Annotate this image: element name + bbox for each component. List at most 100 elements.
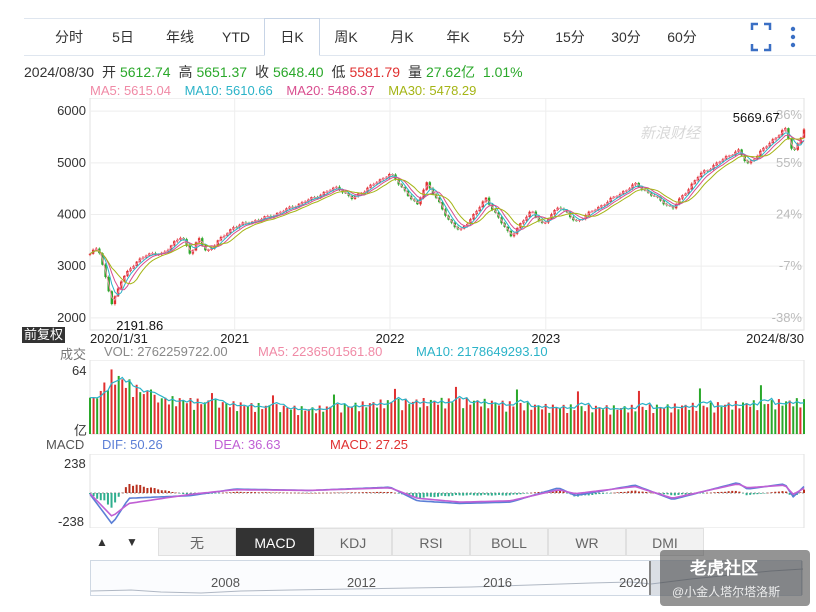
- volume-bar: [386, 400, 389, 434]
- volume-bar: [555, 407, 558, 434]
- macd-histogram-bar: [279, 492, 282, 493]
- macd-histogram-bar: [781, 491, 784, 493]
- indicator-none-button[interactable]: 无: [158, 528, 236, 556]
- tab-60min[interactable]: 60分: [667, 29, 697, 45]
- volume-unit: 亿: [74, 423, 88, 438]
- macd-histogram-bar: [221, 492, 224, 494]
- tab-30min[interactable]: 30分: [611, 29, 641, 45]
- volume-bar: [153, 394, 156, 434]
- macd-histogram-bar: [670, 493, 673, 496]
- tab-year-line[interactable]: 年线: [166, 29, 194, 45]
- volume-bar: [691, 402, 694, 434]
- macd-histogram-bar: [429, 493, 432, 497]
- macd-histogram-bar: [257, 492, 260, 493]
- macd-histogram-bar: [472, 493, 475, 496]
- macd-histogram-bar: [332, 492, 335, 494]
- scroll-down-arrow-icon[interactable]: ▼: [126, 535, 138, 549]
- volume-bar: [616, 409, 619, 434]
- watermark-author: @小金人塔尔塔洛斯: [672, 585, 781, 599]
- indicator-wr-button[interactable]: WR: [548, 528, 626, 556]
- volume-bar: [322, 411, 325, 434]
- macd-histogram-bar: [663, 493, 666, 495]
- macd-histogram-bar: [433, 493, 436, 498]
- volume-bar: [742, 402, 745, 434]
- info-open-label: 开: [101, 64, 116, 80]
- tab-5day[interactable]: 5日: [112, 29, 134, 45]
- tab-monthly-k[interactable]: 月K: [390, 29, 414, 45]
- macd-histogram-bar: [515, 493, 518, 495]
- macd-histogram-bar: [411, 493, 414, 497]
- volume-bar: [698, 388, 701, 434]
- macd-histogram-bar: [426, 493, 429, 497]
- macd-histogram-bar: [609, 493, 612, 494]
- volume-bar: [454, 386, 457, 434]
- macd-value: MACD: 27.25: [330, 437, 409, 452]
- volume-bar: [185, 403, 188, 434]
- indicator-kdj-button[interactable]: KDJ: [314, 528, 392, 556]
- tab-weekly-k[interactable]: 周K: [334, 29, 358, 45]
- volume-bar: [720, 406, 723, 434]
- volume-title: 成交: [60, 347, 87, 362]
- volume-bar: [734, 400, 737, 434]
- volume-bar: [358, 411, 361, 434]
- tab-15min[interactable]: 15分: [555, 29, 585, 45]
- volume-bar: [415, 399, 418, 434]
- volume-bar: [289, 409, 292, 434]
- tab-ytd[interactable]: YTD: [222, 29, 250, 45]
- macd-histogram-bar: [153, 488, 156, 493]
- tab-yearly-k[interactable]: 年K: [446, 29, 470, 45]
- volume-bar: [803, 399, 805, 434]
- info-low-value: 5581.79: [349, 64, 401, 80]
- macd-histogram-bar: [591, 493, 594, 495]
- volume-bar: [641, 406, 644, 434]
- volume-bar: [530, 409, 533, 434]
- macd-histogram-bar: [623, 491, 626, 493]
- volume-bar: [426, 406, 429, 434]
- more-options-icon[interactable]: [788, 19, 798, 55]
- macd-histogram-bar: [702, 493, 705, 494]
- price-chart[interactable]: 6000 86% 5000 55% 4000 24% 3000 -7% 2000 -38% 219…: [0, 98, 816, 334]
- candle-body: [802, 129, 806, 138]
- tab-intraday[interactable]: 分时: [55, 29, 83, 45]
- ma5-line: [89, 128, 805, 301]
- macd-histogram-bar: [440, 493, 443, 496]
- macd-histogram-bar: [444, 493, 447, 497]
- indicator-boll-button[interactable]: BOLL: [470, 528, 548, 556]
- volume-bar: [89, 397, 91, 434]
- indicator-rsi-button[interactable]: RSI: [392, 528, 470, 556]
- volume-bar: [193, 409, 196, 434]
- macd-histogram-bar: [716, 491, 719, 493]
- adjust-label[interactable]: 前复权: [22, 327, 66, 343]
- tab-5min[interactable]: 5分: [503, 29, 525, 45]
- macd-histogram-bar: [142, 486, 145, 493]
- scroll-up-arrow-icon[interactable]: ▲: [96, 535, 108, 549]
- volume-bar: [300, 406, 303, 434]
- tab-daily-k[interactable]: 日K: [264, 18, 320, 56]
- volume-bar: [716, 402, 719, 434]
- volume-ma10: MA10: 2178649293.10: [416, 344, 548, 359]
- macd-histogram-bar: [788, 493, 791, 495]
- volume-bar: [630, 404, 633, 434]
- volume-bar: [239, 402, 242, 434]
- volume-bar: [221, 402, 224, 434]
- macd-histogram-bar: [799, 492, 802, 493]
- macd-histogram-bar: [756, 493, 759, 495]
- indicator-macd-button[interactable]: MACD: [236, 528, 314, 556]
- volume-bar: [286, 407, 289, 434]
- macd-histogram-bar: [218, 493, 221, 494]
- volume-bar: [544, 403, 547, 434]
- macd-histogram-bar: [437, 493, 440, 497]
- macd-histogram-bar: [458, 493, 461, 496]
- macd-chart[interactable]: [0, 454, 816, 528]
- volume-bar: [688, 409, 691, 434]
- volume-bar: [709, 402, 712, 434]
- volume-bar: [594, 405, 597, 434]
- macd-histogram-bar: [379, 491, 382, 493]
- date-tick: 2024/8/30: [746, 331, 804, 346]
- volume-chart[interactable]: [0, 360, 816, 436]
- price-left-tick: 3000: [57, 258, 86, 273]
- fullscreen-icon[interactable]: [750, 19, 772, 55]
- navigator-year-2012: 2012: [347, 575, 376, 590]
- volume-bar: [261, 409, 264, 434]
- volume-bar: [171, 396, 174, 434]
